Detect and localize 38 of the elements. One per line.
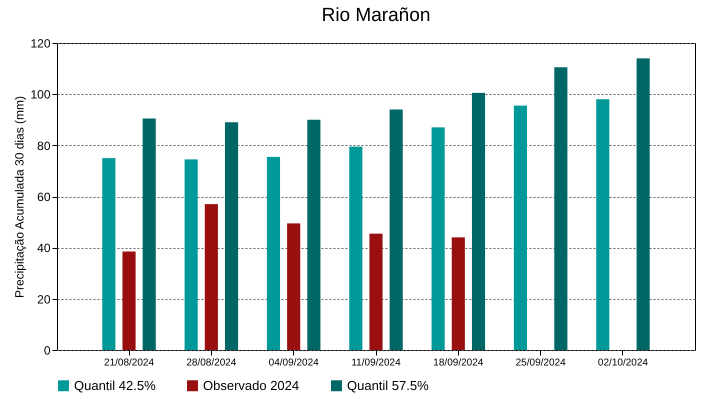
bar <box>184 159 198 350</box>
bar <box>349 146 362 350</box>
bar <box>287 223 300 350</box>
y-tick-label: 40 <box>37 241 51 256</box>
bar <box>390 110 403 350</box>
legend-label: Observado 2024 <box>203 378 300 393</box>
bar <box>369 234 383 350</box>
x-tick-label: 04/09/2024 <box>268 358 320 368</box>
y-tick-label: 60 <box>37 190 51 204</box>
legend-label: Quantil 42.5% <box>74 378 156 393</box>
bar <box>636 58 650 350</box>
bar <box>224 122 238 350</box>
x-tick-label: 28/08/2024 <box>186 358 237 368</box>
y-tick-label: 20 <box>37 292 51 306</box>
bar <box>266 156 280 350</box>
bar <box>307 120 320 350</box>
bar <box>432 127 445 350</box>
y-tick-label: 100 <box>30 88 51 102</box>
legend-label: Quantil 57.5% <box>347 378 430 393</box>
bar <box>142 118 156 350</box>
y-tick-label: 120 <box>30 36 51 50</box>
x-tick-label: 02/10/2024 <box>598 358 648 368</box>
chart-title: Rio Marañon <box>322 5 430 26</box>
bar <box>514 106 528 350</box>
bar <box>472 92 486 350</box>
x-tick-label: 18/09/2024 <box>433 358 484 368</box>
bar <box>452 237 465 350</box>
y-axis-title: Precipitação Acumulada 30 dias (mm) <box>12 96 26 298</box>
bar <box>554 67 568 350</box>
x-tick-label: 11/09/2024 <box>351 358 402 368</box>
bar <box>204 204 218 350</box>
bar <box>122 252 136 350</box>
bar <box>596 99 610 350</box>
y-tick-label: 0 <box>44 344 51 358</box>
x-tick-label: 25/09/2024 <box>516 358 566 368</box>
x-tick-label: 21/08/2024 <box>104 358 154 368</box>
y-tick-label: 80 <box>37 138 51 153</box>
bar <box>102 158 116 350</box>
